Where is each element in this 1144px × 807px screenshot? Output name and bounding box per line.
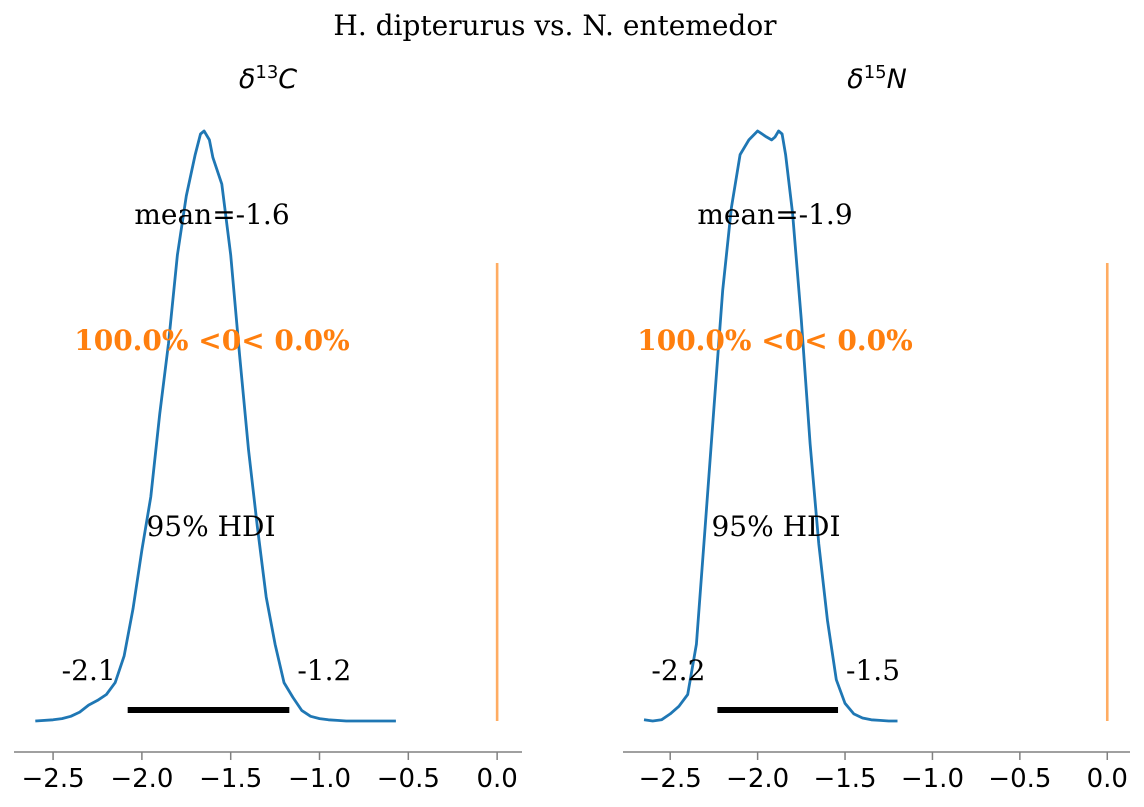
- x-tick-label: −2.0: [726, 764, 789, 794]
- mean-label: mean=-1.6: [134, 198, 289, 231]
- hdi-low-label: -2.1: [62, 654, 116, 687]
- hdi-low-label: -2.2: [651, 654, 705, 687]
- hdi-label: 95% HDI: [711, 510, 840, 543]
- reference-percent-label: 100.0% <0< 0.0%: [74, 324, 350, 357]
- x-tick-label: −1.0: [901, 764, 964, 794]
- hdi-high-label: -1.5: [846, 654, 900, 687]
- title-variable: C: [278, 64, 297, 95]
- density-curve: [35, 129, 396, 723]
- hdi-high-label: -1.2: [297, 654, 351, 687]
- x-tick-label: −2.5: [22, 764, 85, 794]
- x-tick-label: −1.5: [199, 764, 262, 794]
- x-tick-label: −2.5: [639, 764, 702, 794]
- x-tick-label: −1.5: [813, 764, 876, 794]
- title-symbol: δ: [847, 64, 864, 95]
- panel-delta13c: δ13C −2.5 −2.0 −1.5 −1.0 −0.5 0.0 mean=-1.6 100.…: [14, 62, 522, 794]
- title-variable: N: [887, 64, 907, 95]
- x-tick-label: −0.5: [988, 764, 1051, 794]
- title-symbol: δ: [239, 64, 256, 95]
- x-tick-label: 0.0: [476, 764, 517, 794]
- panel-delta15n: δ15N −2.5 −2.0 −1.5 −1.0 −0.5 0.0 mean=-1.9 100.…: [623, 62, 1130, 794]
- hdi-label: 95% HDI: [146, 510, 275, 543]
- mean-label: mean=-1.9: [697, 198, 852, 231]
- density-curve: [643, 129, 898, 723]
- panel-title: δ15N: [847, 62, 907, 95]
- x-tick-label: −0.5: [377, 764, 440, 794]
- x-tick-label: 0.0: [1087, 764, 1128, 794]
- title-superscript: 13: [255, 62, 278, 83]
- x-tick-label: −2.0: [110, 764, 173, 794]
- x-tick-label: −1.0: [288, 764, 351, 794]
- figure-suptitle: H. dipterurus vs. N. entemedor: [333, 9, 777, 42]
- reference-percent-label: 100.0% <0< 0.0%: [637, 324, 913, 357]
- title-superscript: 15: [864, 62, 887, 83]
- panel-title: δ13C: [239, 62, 297, 95]
